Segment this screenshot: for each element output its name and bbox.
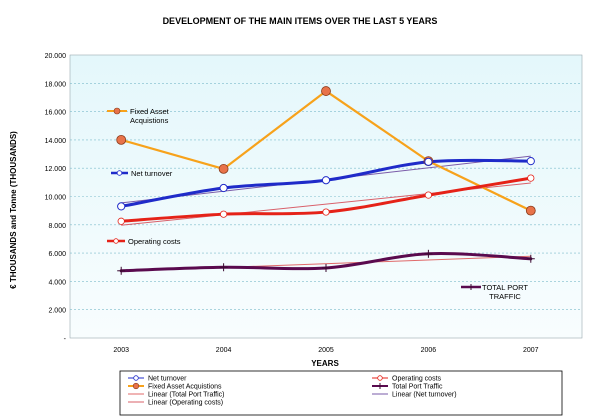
legend-box [119, 370, 563, 416]
legend: Net turnover Operating costs Fixed Asset A… [128, 375, 457, 407]
marker-opcost [220, 210, 228, 218]
chart-title: DEVELOPMENT OF THE MAIN ITEMS OVER THE L… [163, 16, 438, 26]
annotation-fixed: Fixed Asset [130, 107, 170, 116]
marker-opcost [117, 217, 125, 225]
marker-fixed [525, 205, 536, 216]
legend-label: Linear (Net turnover) [392, 392, 457, 399]
x-axis-ticks: 2003 2004 2005 2006 2007 [113, 347, 538, 354]
x-axis-label: YEARS [311, 359, 339, 368]
marker-opcost [424, 191, 432, 199]
series-markers [116, 86, 536, 275]
legend-marker [133, 375, 139, 381]
legend-label: Fixed Asset Acquistions [148, 384, 222, 391]
x-tick-label: 2007 [523, 347, 539, 354]
x-tick-label: 2004 [216, 347, 232, 354]
annotation-fixed: Acquistions [130, 116, 169, 125]
legend-marker [132, 382, 140, 390]
legend-label: Net turnover [148, 376, 187, 383]
y-tick-label: 6.000 [48, 251, 66, 258]
marker-turnover [424, 157, 433, 166]
legend-marker [377, 375, 383, 381]
annotation-opcost: Operating costs [128, 237, 181, 246]
marker-turnover [219, 183, 228, 193]
marker-turnover [117, 202, 126, 211]
y-tick-label: 16.000 [45, 110, 67, 117]
legend-label: Operating costs [392, 376, 442, 383]
annotation-traffic: TOTAL PORT [482, 283, 528, 292]
y-tick-label: 2.000 [48, 308, 66, 315]
marker-turnover [526, 157, 535, 166]
marker-fixed [321, 86, 331, 96]
annotation-marker-opcost [113, 238, 119, 244]
y-axis-ticks: - 2.000 4.000 6.000 8.000 10.000 12.000 14.000 1… [45, 53, 67, 343]
annotation-marker-turnover [116, 170, 123, 176]
legend-label: Linear (Operating costs) [148, 400, 223, 407]
y-tick-label: 4.000 [48, 279, 66, 286]
marker-opcost [527, 174, 535, 182]
annotation-turnover: Net turnover [131, 169, 173, 178]
y-tick-label: 18.000 [45, 81, 67, 88]
y-tick-label: 8.000 [48, 223, 66, 230]
x-tick-label: 2003 [113, 347, 129, 354]
y-tick-label: 12.000 [45, 166, 67, 173]
annotation-marker-fixed [113, 107, 121, 115]
legend-label: Linear (Total Port Traffic) [148, 392, 225, 399]
marker-fixed [218, 164, 229, 174]
y-tick-label: 10.000 [45, 195, 67, 202]
y-tick-label: - [64, 336, 67, 343]
y-tick-label: 20.000 [45, 53, 67, 60]
x-tick-label: 2006 [421, 347, 437, 354]
y-tick-label: 14.000 [45, 138, 67, 145]
legend-label: Total Port Traffic [392, 384, 443, 391]
marker-opcost [322, 208, 330, 216]
x-tick-label: 2005 [318, 347, 334, 354]
marker-turnover [321, 176, 331, 185]
gridlines [70, 83, 582, 311]
y-axis-label: € THOUSANDS and Tonne (THOUSANDS) [9, 131, 18, 289]
annotation-traffic: TRAFFIC [489, 292, 521, 301]
marker-fixed [116, 134, 127, 145]
